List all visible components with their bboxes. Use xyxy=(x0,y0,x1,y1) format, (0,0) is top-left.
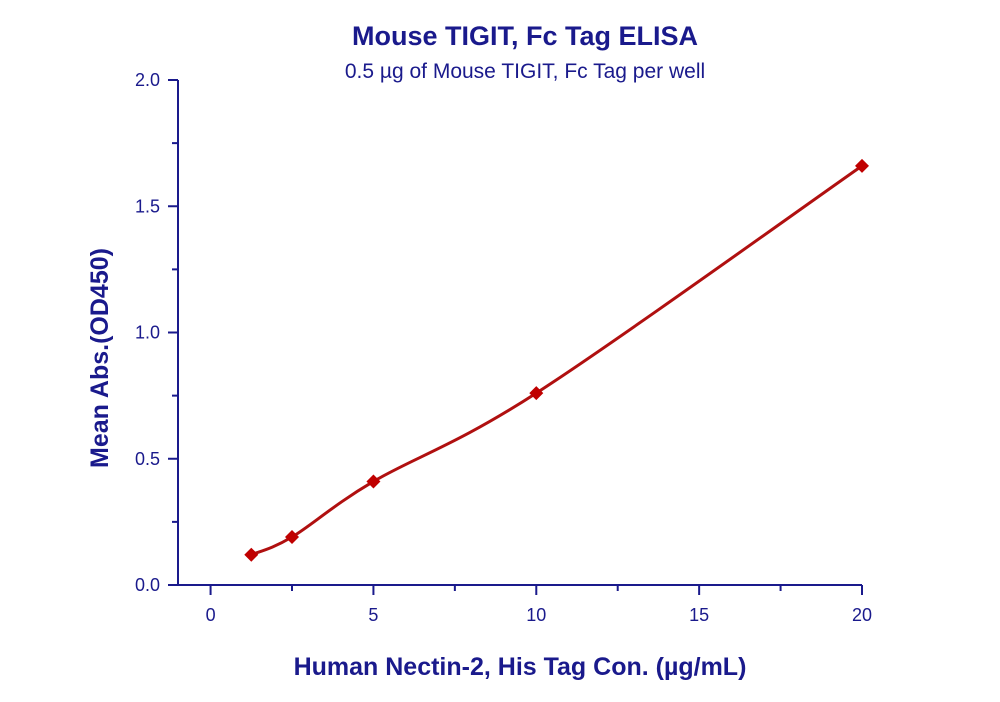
x-axis-label: Human Nectin-2, His Tag Con. (µg/mL) xyxy=(294,653,747,681)
fit-line xyxy=(250,164,863,557)
x-tick-label: 10 xyxy=(526,605,546,625)
x-tick-label: 0 xyxy=(206,605,216,625)
chart-subtitle: 0.5 µg of Mouse TIGIT, Fc Tag per well xyxy=(345,60,705,83)
data-point xyxy=(244,547,259,562)
axes xyxy=(177,80,862,586)
data-point xyxy=(366,474,381,489)
ticks: 0.0 0.5 1.0 1.5 2.0 0 5 10 15 20 xyxy=(135,70,872,625)
data-point xyxy=(285,530,299,545)
markers xyxy=(244,158,869,562)
data-point xyxy=(855,158,869,173)
y-tick-label: 1.5 xyxy=(135,196,160,216)
x-tick-label: 20 xyxy=(852,605,872,625)
x-tick-label: 5 xyxy=(368,605,378,625)
fit-line-group xyxy=(250,164,863,557)
y-tick-label: 2.0 xyxy=(135,70,160,90)
y-axis-label: Mean Abs.(OD450) xyxy=(86,248,114,468)
x-tick-label: 15 xyxy=(689,605,709,625)
y-tick-label: 0.0 xyxy=(135,575,160,595)
data-point xyxy=(529,386,544,401)
chart-title: Mouse TIGIT, Fc Tag ELISA xyxy=(352,21,698,51)
y-tick-label: 0.5 xyxy=(135,449,160,469)
y-tick-label: 1.0 xyxy=(135,323,160,343)
